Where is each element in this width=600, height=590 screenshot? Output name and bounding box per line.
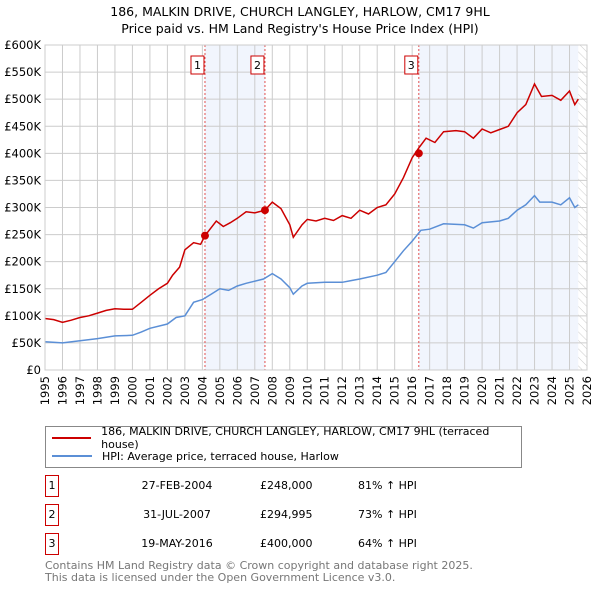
- y-tick-label: £100K: [4, 309, 41, 323]
- marker-label: 2: [254, 59, 261, 72]
- transaction-date: 27-FEB-2004: [141, 479, 213, 492]
- transaction-row: 1 27-FEB-2004 £248,000 81% ↑ HPI: [45, 475, 545, 497]
- price-chart: 1995 1996 1997 1998 1999 2000 2001 2002 2003 2004…: [4, 38, 594, 405]
- x-tick-label: 2004: [195, 376, 209, 405]
- x-tick-label: 2003: [178, 376, 192, 405]
- x-tick-label: 2011: [318, 376, 332, 405]
- x-tick-label: 1996: [55, 376, 69, 405]
- x-tick-label: 2000: [125, 376, 139, 405]
- x-tick-label: 2001: [143, 376, 157, 405]
- transaction-row: 3 19-MAY-2016 £400,000 64% ↑ HPI: [45, 533, 545, 555]
- marker-badge: 1: [45, 475, 59, 497]
- transaction-row: 2 31-JUL-2007 £294,995 73% ↑ HPI: [45, 504, 545, 526]
- x-tick-label: 2021: [493, 376, 507, 405]
- legend-label: 186, MALKIN DRIVE, CHURCH LANGLEY, HARLO…: [101, 425, 490, 451]
- y-tick-label: £150K: [4, 282, 41, 296]
- x-tick-label: 2018: [440, 376, 454, 405]
- y-tick-label: £250K: [4, 228, 41, 242]
- transaction-date: 31-JUL-2007: [143, 508, 211, 521]
- x-tick-label: 2023: [528, 376, 542, 405]
- chart-subtitle: Price paid vs. HM Land Registry's House …: [121, 21, 479, 36]
- footer: Contains HM Land Registry data © Crown c…: [45, 560, 473, 584]
- x-tick-label: 2013: [353, 376, 367, 405]
- x-tick-label: 2006: [230, 376, 244, 405]
- y-tick-label: £0: [26, 363, 41, 377]
- marker-label: 3: [408, 59, 415, 72]
- marker-badge: [250, 55, 265, 75]
- marker-badge: 3: [45, 533, 59, 555]
- x-tick-label: 1998: [90, 376, 104, 405]
- y-tick-label: £550K: [4, 65, 41, 79]
- x-tick-label: 2017: [423, 376, 437, 405]
- series-line: [44, 82, 579, 324]
- x-tick-label: 2019: [458, 376, 472, 405]
- x-tick-label: 2014: [370, 376, 384, 405]
- x-tick-label: 2016: [405, 376, 419, 405]
- x-tick-label: 2008: [265, 376, 279, 405]
- sale-point: [200, 231, 209, 240]
- series-line: [44, 194, 579, 344]
- footer-copyright: Contains HM Land Registry data © Crown c…: [45, 559, 473, 572]
- x-tick-label: 1997: [73, 376, 87, 405]
- marker-badge: [404, 55, 419, 75]
- transaction-date: 19-MAY-2016: [141, 537, 213, 550]
- x-tick-label: 2015: [388, 376, 402, 405]
- transaction-price: £248,000: [260, 479, 313, 492]
- y-tick-label: £300K: [4, 201, 41, 215]
- x-tick-label: 2009: [283, 376, 297, 405]
- chart-title: 186, MALKIN DRIVE, CHURCH LANGLEY, HARLO…: [110, 4, 490, 19]
- x-tick-label: 2024: [545, 376, 559, 405]
- marker-badge: [190, 55, 205, 75]
- y-tick-label: £200K: [4, 255, 41, 269]
- legend-item-hpi: HPI: Average price, terraced house, Harl…: [46, 447, 339, 465]
- y-tick-label: £500K: [4, 92, 41, 106]
- x-tick-label: 2025: [563, 376, 577, 405]
- y-tick-label: £50K: [12, 336, 42, 350]
- y-tick-label: £600K: [4, 38, 41, 52]
- x-tick-label: 1995: [38, 376, 52, 405]
- transaction-hpi: 81% ↑ HPI: [358, 479, 417, 492]
- sale-point: [260, 206, 269, 215]
- y-tick-label: £450K: [4, 119, 41, 133]
- transaction-hpi: 73% ↑ HPI: [358, 508, 417, 521]
- x-tick-label: 2022: [510, 376, 524, 405]
- footer-licence: This data is licensed under the Open Gov…: [45, 571, 396, 584]
- sale-point: [414, 149, 423, 158]
- x-tick-label: 2002: [160, 376, 174, 405]
- plot-border: [44, 44, 588, 371]
- x-tick-label: 2020: [475, 376, 489, 405]
- legend: 186, MALKIN DRIVE, CHURCH LANGLEY, HARLO…: [45, 425, 522, 468]
- x-tick-label: 2012: [335, 376, 349, 405]
- transaction-price: £294,995: [260, 508, 313, 521]
- transaction-price: £400,000: [260, 537, 313, 550]
- legend-item-property: 186, MALKIN DRIVE, CHURCH LANGLEY, HARLO…: [46, 425, 521, 451]
- marker-label: 1: [194, 59, 201, 72]
- x-tick-label: 2005: [213, 376, 227, 405]
- legend-label: HPI: Average price, terraced house, Harl…: [102, 449, 339, 463]
- x-tick-label: 2007: [248, 376, 262, 405]
- x-tick-label: 2026: [580, 376, 594, 405]
- y-tick-label: £400K: [4, 146, 41, 160]
- marker-badge: 2: [45, 504, 59, 526]
- y-tick-label: £350K: [4, 173, 41, 187]
- x-tick-label: 2010: [300, 376, 314, 405]
- transaction-hpi: 64% ↑ HPI: [358, 537, 417, 550]
- x-tick-label: 1999: [108, 376, 122, 405]
